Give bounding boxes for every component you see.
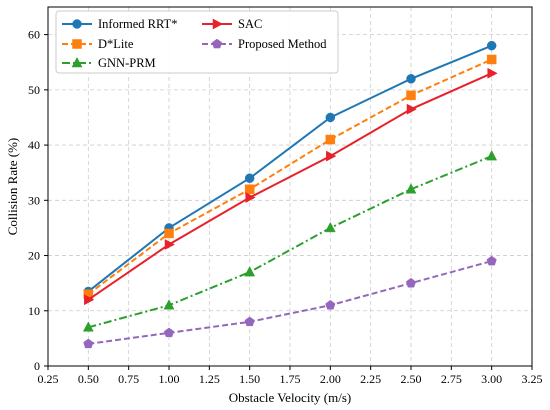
- data-point: [406, 90, 416, 101]
- series-line: [87, 72, 493, 301]
- series-line: [88, 155, 493, 329]
- data-point: [163, 299, 175, 310]
- y-tick-label: 50: [28, 83, 40, 97]
- data-point: [244, 173, 255, 183]
- x-tick-label: 1.25: [199, 372, 220, 386]
- data-point: [405, 183, 417, 194]
- plot-series: [82, 40, 498, 349]
- data-point: [164, 228, 174, 239]
- x-tick-label: 2.00: [320, 372, 341, 386]
- data-point: [244, 316, 255, 327]
- legend-label: Proposed Method: [238, 37, 327, 51]
- series-3: [84, 67, 498, 306]
- legend-label: Informed RRT*: [98, 17, 177, 31]
- data-point: [324, 221, 336, 233]
- series-line: [87, 44, 493, 293]
- y-tick-label: 20: [28, 249, 40, 263]
- legend-item: Proposed Method: [202, 37, 327, 51]
- data-point: [486, 54, 497, 65]
- x-tick-label: 1.00: [159, 372, 180, 386]
- legend-marker: [72, 39, 82, 49]
- legend: Informed RRT* D*Lite GNN-PRM SAC Proposed Me…: [55, 10, 339, 74]
- data-point: [487, 67, 498, 79]
- data-point: [325, 299, 336, 310]
- y-tick-label: 0: [34, 359, 40, 373]
- data-point: [82, 321, 94, 332]
- data-point: [325, 134, 336, 145]
- y-tick-label: 40: [28, 138, 40, 152]
- x-tick-label: 1.75: [280, 372, 301, 386]
- data-point: [486, 150, 498, 161]
- series-line: [87, 58, 493, 295]
- data-point: [326, 150, 337, 162]
- series-line: [88, 260, 492, 345]
- legend-label: GNN-PRM: [98, 56, 156, 70]
- y-axis-label: Collision Rate (%): [5, 138, 20, 236]
- x-tick-label: 3.00: [481, 372, 502, 386]
- data-point: [325, 112, 336, 123]
- data-point: [486, 255, 497, 266]
- x-tick-label: 2.25: [360, 372, 381, 386]
- x-tick-label: 0.25: [38, 372, 59, 386]
- legend-item: GNN-PRM: [62, 56, 156, 70]
- y-tick-label: 10: [28, 304, 40, 318]
- series-4: [83, 255, 497, 349]
- legend-marker: [72, 19, 82, 29]
- data-point: [486, 40, 497, 51]
- data-point: [406, 74, 416, 84]
- data-point: [406, 103, 418, 115]
- data-point: [84, 294, 95, 306]
- x-tick-label: 3.25: [522, 372, 543, 386]
- legend-item: SAC: [202, 17, 262, 31]
- data-point: [245, 192, 256, 203]
- legend-marker: [212, 18, 224, 30]
- x-tick-label: 2.75: [441, 372, 462, 386]
- data-point: [163, 327, 175, 338]
- data-point: [244, 266, 256, 277]
- x-axis-label: Obstacle Velocity (m/s): [229, 390, 352, 405]
- series-2: [82, 150, 498, 332]
- x-tick-label: 0.50: [78, 372, 99, 386]
- y-tick-label: 60: [28, 28, 40, 42]
- legend-label: SAC: [238, 17, 262, 31]
- data-point: [405, 277, 417, 288]
- x-tick-label: 1.50: [239, 372, 260, 386]
- data-point: [83, 338, 94, 349]
- legend-item: D*Lite: [62, 37, 134, 51]
- x-tick-label: 2.50: [401, 372, 422, 386]
- legend-label: D*Lite: [98, 37, 134, 51]
- y-tick-label: 30: [28, 193, 40, 207]
- data-point: [244, 184, 255, 195]
- series-1: [83, 54, 497, 299]
- data-point: [164, 239, 176, 250]
- axis-ticks: 0.25 0.50 0.75 1.00 1.25 1.50 1.75 2.00 2.25 2.50…: [28, 28, 543, 386]
- legend-marker: [71, 56, 83, 68]
- x-tick-label: 0.75: [118, 372, 139, 386]
- legend-marker: [211, 38, 223, 49]
- legend-box: [55, 10, 339, 74]
- legend-item: Informed RRT*: [62, 17, 177, 31]
